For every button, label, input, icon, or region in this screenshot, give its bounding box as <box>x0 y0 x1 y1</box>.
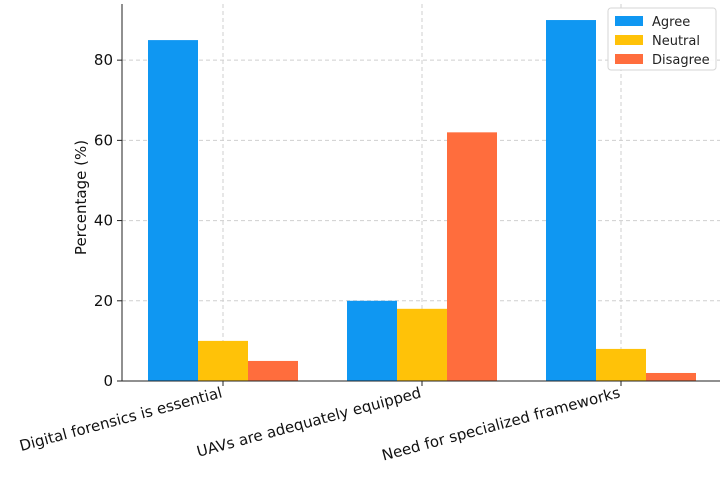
y-tick-label: 60 <box>94 131 113 149</box>
bar-neutral-1 <box>198 340 248 381</box>
legend: Agree Neutral Disagree <box>607 7 717 71</box>
legend-label-agree: Agree <box>652 15 690 30</box>
legend-label-disagree: Disagree <box>652 53 710 68</box>
bar-agree-3 <box>546 20 596 382</box>
y-tick-label: 80 <box>94 51 113 69</box>
legend-swatch-neutral <box>615 35 643 45</box>
x-tick-label: Digital forensics is essential <box>17 383 224 454</box>
bar-disagree-3 <box>646 372 696 381</box>
y-tick-label: 20 <box>94 292 113 310</box>
bar-disagree-2 <box>447 132 497 381</box>
axes <box>121 4 720 382</box>
bar-agree-1 <box>148 40 198 382</box>
legend-swatch-disagree <box>615 54 643 64</box>
bar-disagree-1 <box>248 360 298 381</box>
y-axis-title: Percentage (%) <box>72 140 90 255</box>
legend-label-neutral: Neutral <box>652 34 700 49</box>
bars <box>148 20 696 382</box>
y-ticks: 0 20 40 60 80 <box>94 51 122 390</box>
bar-neutral-2 <box>397 308 447 381</box>
y-tick-label: 0 <box>103 372 113 390</box>
bar-agree-2 <box>347 300 397 381</box>
legend-swatch-agree <box>615 16 643 26</box>
y-tick-label: 40 <box>94 212 113 230</box>
bar-neutral-3 <box>596 348 646 381</box>
